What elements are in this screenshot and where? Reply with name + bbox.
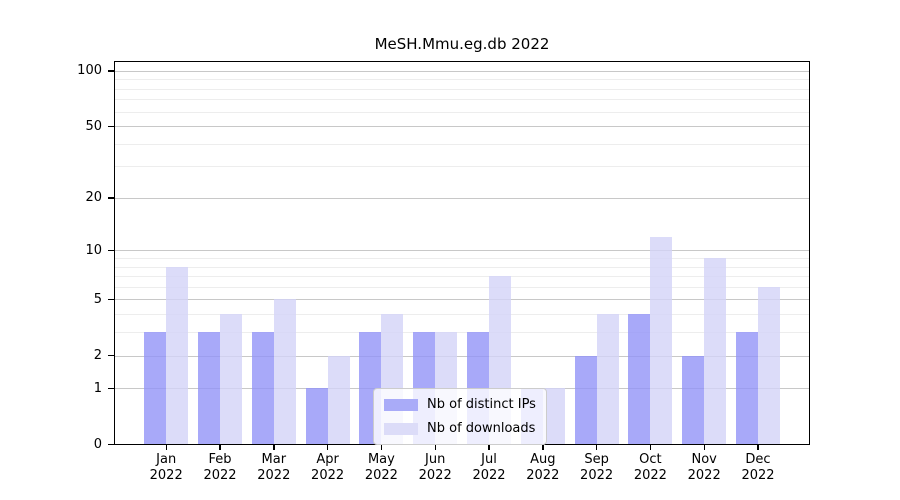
xtick-year: 2022 [418, 468, 452, 483]
xtick-month: Dec [745, 452, 771, 467]
legend: Nb of distinct IPs Nb of downloads [373, 388, 547, 445]
xtick-year: 2022 [741, 468, 775, 483]
ytick-label-20: 20 [85, 190, 102, 206]
xtick-label-jan: Jan 2022 [126, 452, 206, 484]
xtick-label-apr: Apr 2022 [288, 452, 368, 484]
xtick-mark-jul [488, 445, 490, 450]
ytick-label-5: 5 [93, 291, 102, 307]
xtick-label-jul: Jul 2022 [449, 452, 529, 484]
xtick-mark-dec [757, 445, 759, 450]
xtick-label-aug: Aug 2022 [503, 452, 583, 484]
xtick-year: 2022 [149, 468, 183, 483]
xtick-year: 2022 [257, 468, 291, 483]
xtick-label-nov: Nov 2022 [664, 452, 744, 484]
xtick-label-feb: Feb 2022 [180, 452, 260, 484]
xtick-year: 2022 [580, 468, 614, 483]
xtick-month: Oct [639, 452, 662, 467]
xtick-label-dec: Dec 2022 [718, 452, 798, 484]
xtick-mark-nov [703, 445, 705, 450]
xtick-month: Sep [584, 452, 609, 467]
ytick-label-100: 100 [77, 63, 102, 79]
xtick-year: 2022 [687, 468, 721, 483]
xtick-month: Nov [691, 452, 717, 467]
chart-title: MeSH.Mmu.eg.db 2022 [374, 35, 550, 53]
xtick-mark-mar [273, 445, 275, 450]
xtick-month: May [367, 452, 395, 467]
xtick-label-jun: Jun 2022 [395, 452, 475, 484]
xtick-mark-aug [542, 445, 544, 450]
xtick-year: 2022 [526, 468, 560, 483]
xtick-mark-jan [165, 445, 167, 450]
ytick-label-10: 10 [85, 242, 102, 258]
xtick-year: 2022 [633, 468, 667, 483]
legend-label-downloads: Nb of downloads [427, 421, 536, 436]
ytick-label-50: 50 [85, 118, 102, 134]
xtick-label-mar: Mar 2022 [234, 452, 314, 484]
ytick-label-2: 2 [93, 348, 102, 363]
xtick-month: Jun [425, 452, 446, 467]
legend-item-downloads: Nb of downloads [384, 419, 536, 438]
xtick-month: Apr [316, 452, 339, 467]
legend-swatch-distinct-ips [384, 398, 418, 411]
xtick-mark-may [380, 445, 383, 450]
xtick-mark-jun [434, 445, 436, 450]
ytick-label-1: 1 [93, 380, 102, 396]
xtick-month: Feb [208, 452, 232, 467]
xtick-month: Jul [481, 452, 497, 467]
ytick-label-0: 0 [93, 437, 102, 452]
xtick-year: 2022 [311, 468, 345, 483]
xtick-label-may: May 2022 [341, 452, 421, 484]
legend-item-distinct-ips: Nb of distinct IPs [384, 395, 536, 414]
xtick-year: 2022 [472, 468, 506, 483]
xtick-month: Aug [530, 452, 556, 467]
xtick-mark-sep [596, 445, 598, 450]
xtick-label-oct: Oct 2022 [610, 452, 690, 484]
legend-label-distinct-ips: Nb of distinct IPs [427, 397, 536, 412]
xtick-month: Jan [156, 452, 177, 467]
xtick-mark-oct [649, 445, 652, 450]
legend-swatch-downloads [384, 422, 418, 435]
xtick-year: 2022 [364, 468, 398, 483]
xtick-label-sep: Sep 2022 [557, 452, 637, 484]
xtick-mark-apr [327, 445, 329, 450]
xtick-year: 2022 [203, 468, 237, 483]
xtick-month: Mar [261, 452, 287, 467]
xtick-mark-feb [219, 445, 221, 450]
